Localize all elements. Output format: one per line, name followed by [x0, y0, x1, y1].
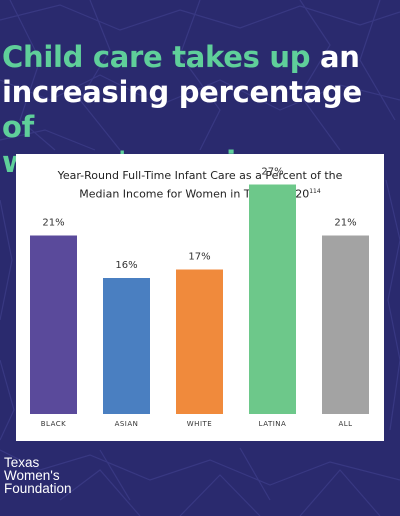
bar-value-label: 27%: [261, 167, 283, 178]
category-label: LATINA: [259, 420, 287, 428]
category-label: ALL: [338, 420, 352, 428]
bar-latina: [249, 184, 296, 414]
bar-value-label: 21%: [42, 218, 64, 229]
bar-asian: [103, 278, 150, 414]
headline-part-1: Child care takes up: [2, 40, 311, 74]
headline-part-3: increasing percentage: [2, 75, 362, 109]
bar-chart: 21% BLACK 16% ASIAN 17% WHITE 27% LATINA 21% ALL: [30, 167, 369, 428]
headline-part-2: an: [319, 40, 360, 74]
bar-value-label: 21%: [334, 218, 356, 229]
bar-black: [30, 235, 77, 414]
logo-line-1: Texas: [4, 455, 40, 470]
bar-all: [322, 235, 369, 414]
texas-womens-foundation-logo: Texas Women's Foundation: [4, 455, 72, 496]
headline-part-4: of: [2, 110, 34, 144]
bar-value-label: 16%: [115, 260, 137, 271]
bar-value-label: 17%: [188, 252, 210, 263]
bar-white: [176, 269, 223, 414]
chart-card: Year-Round Full-Time Infant Care as a Pe…: [16, 154, 384, 441]
chart-title-footnote-ref: 114: [309, 188, 321, 195]
logo-line-2: Women's: [4, 468, 60, 483]
chart-title-line-1: Year-Round Full-Time Infant Care as a Pe…: [57, 169, 343, 182]
category-label: BLACK: [41, 420, 67, 428]
category-label: ASIAN: [115, 420, 139, 428]
logo-line-3: Foundation: [4, 481, 72, 496]
category-label: WHITE: [187, 420, 212, 428]
